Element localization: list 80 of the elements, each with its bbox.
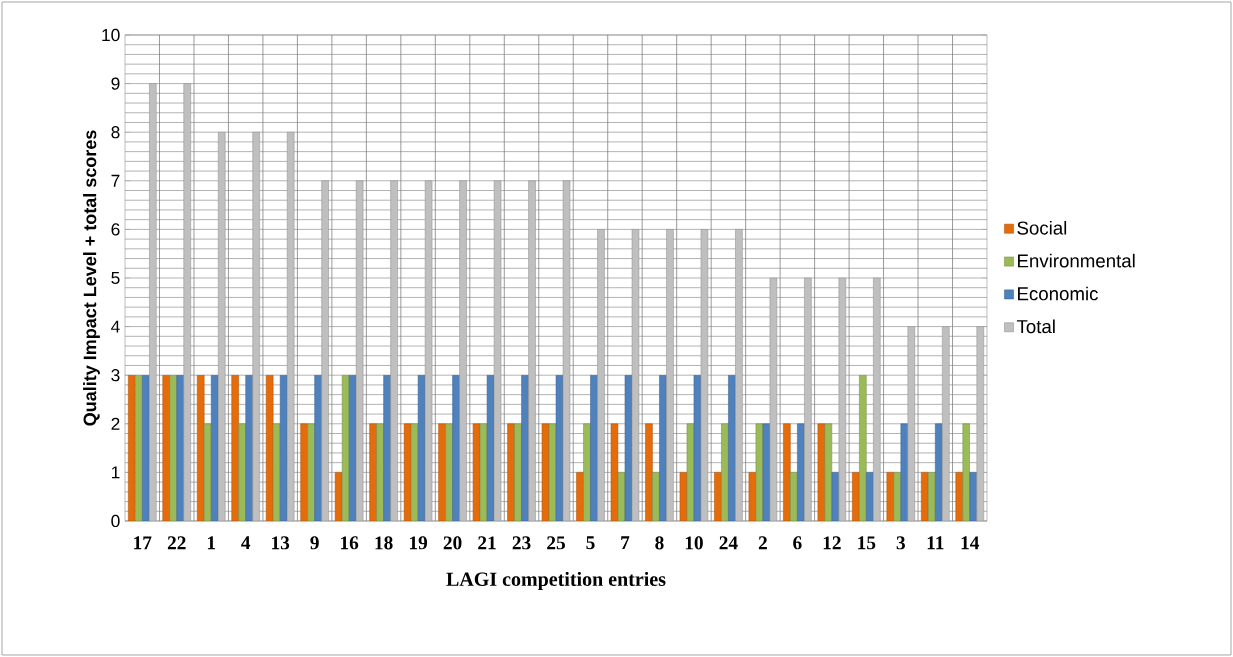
y-axis-title: Quality Impact Level + total scores bbox=[83, 130, 100, 426]
x-tick-label: 19 bbox=[409, 536, 428, 550]
y-tick-label: 1 bbox=[111, 466, 120, 479]
x-tick-label: 7 bbox=[621, 536, 630, 550]
bar bbox=[128, 374, 136, 521]
bar bbox=[196, 374, 205, 521]
x-tick-label: 11 bbox=[927, 536, 944, 550]
y-tick-label: 10 bbox=[102, 28, 120, 42]
x-tick-label: 17 bbox=[134, 536, 152, 550]
x-tick-label: 24 bbox=[719, 536, 738, 550]
bar bbox=[217, 131, 226, 521]
bar bbox=[907, 326, 916, 521]
bar bbox=[700, 229, 709, 521]
bar bbox=[783, 423, 791, 521]
x-tick-label: 8 bbox=[655, 536, 664, 550]
x-tick-label: 22 bbox=[167, 536, 186, 550]
bar bbox=[459, 180, 467, 521]
legend-label: Social bbox=[1017, 220, 1067, 235]
bar bbox=[645, 423, 653, 521]
bar bbox=[666, 229, 674, 521]
bar bbox=[597, 229, 605, 521]
bar bbox=[804, 277, 812, 521]
y-tick-label: 4 bbox=[111, 320, 120, 333]
bar bbox=[528, 180, 536, 521]
bar bbox=[390, 180, 398, 521]
legend-label: Economic bbox=[1018, 286, 1098, 301]
bar bbox=[562, 180, 571, 521]
x-tick-label: 6 bbox=[793, 536, 802, 550]
bar bbox=[149, 83, 157, 521]
y-tick-label: 5 bbox=[111, 271, 120, 285]
bar bbox=[286, 131, 295, 521]
x-tick-label: 3 bbox=[896, 536, 905, 550]
y-tick-label: 9 bbox=[111, 77, 120, 90]
y-tick-label: 6 bbox=[111, 223, 120, 236]
bar bbox=[714, 472, 722, 521]
legend-label: Environmental bbox=[1018, 253, 1135, 268]
x-tick-label: 20 bbox=[443, 536, 462, 550]
x-tick-label: 12 bbox=[823, 536, 841, 550]
x-tick-label: 23 bbox=[512, 536, 531, 550]
bar bbox=[976, 326, 985, 521]
x-tick-label: 25 bbox=[547, 536, 565, 550]
bar bbox=[610, 423, 619, 521]
x-axis-title: LAGI competition entries bbox=[446, 571, 666, 591]
bar bbox=[424, 180, 433, 521]
legend-label: Total bbox=[1016, 319, 1055, 334]
x-tick-label: 5 bbox=[586, 536, 595, 550]
y-tick-label: 3 bbox=[111, 369, 120, 382]
bar bbox=[769, 277, 778, 521]
bar bbox=[252, 131, 260, 521]
bar bbox=[921, 472, 929, 521]
x-tick-label: 16 bbox=[341, 536, 359, 550]
x-tick-label: 14 bbox=[961, 536, 980, 550]
bar bbox=[334, 472, 343, 521]
x-tick-label: 4 bbox=[241, 536, 251, 550]
bar bbox=[265, 374, 274, 521]
bar bbox=[852, 472, 860, 521]
x-tick-label: 10 bbox=[685, 536, 703, 550]
y-tick-label: 0 bbox=[111, 514, 120, 528]
bar bbox=[507, 423, 515, 521]
bar bbox=[321, 180, 329, 521]
x-tick-label: 13 bbox=[272, 536, 290, 550]
x-tick-label: 18 bbox=[375, 536, 393, 550]
bar bbox=[183, 83, 191, 521]
bar bbox=[576, 472, 584, 521]
bar bbox=[838, 277, 847, 521]
bar bbox=[735, 229, 743, 521]
y-tick-label: 7 bbox=[111, 174, 120, 187]
bar bbox=[942, 326, 950, 521]
x-tick-label: 1 bbox=[207, 536, 216, 550]
x-tick-label: 2 bbox=[758, 536, 767, 550]
y-tick-label: 8 bbox=[111, 126, 120, 139]
x-tick-label: 21 bbox=[478, 536, 496, 550]
bar bbox=[493, 180, 502, 521]
y-tick-label: 2 bbox=[111, 417, 120, 430]
x-tick-label: 9 bbox=[310, 536, 319, 550]
bar bbox=[631, 229, 640, 521]
bar bbox=[231, 374, 239, 521]
x-tick-label: 15 bbox=[858, 536, 876, 550]
bar bbox=[873, 277, 881, 521]
bar bbox=[355, 180, 364, 521]
